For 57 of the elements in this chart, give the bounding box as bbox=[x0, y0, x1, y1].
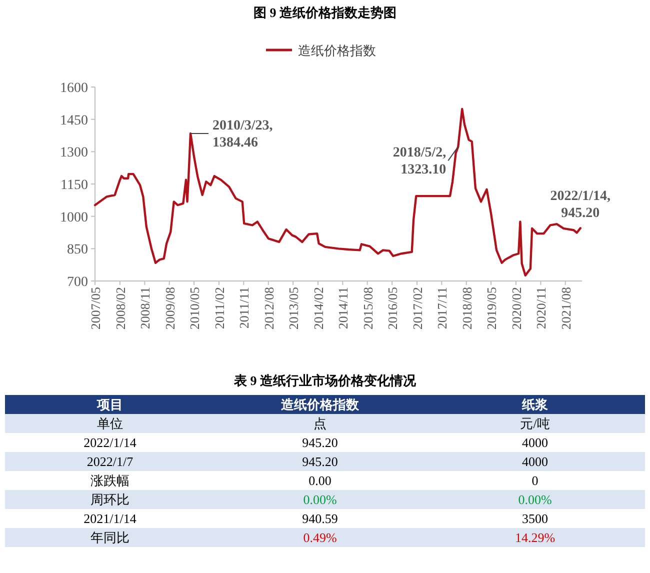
x-tick-label: 2012/08 bbox=[261, 287, 276, 330]
category-label: 项目 bbox=[96, 397, 123, 412]
category-label: 造纸价格指数 bbox=[280, 397, 360, 412]
chart-title: 图 9 造纸价格指数走势图 bbox=[254, 5, 396, 20]
text: 945.20 bbox=[302, 435, 338, 450]
x-tick-label: 2016/05 bbox=[385, 287, 400, 330]
text: 2022/1/14 bbox=[84, 435, 137, 450]
x-tick-label: 2011/02 bbox=[212, 287, 227, 330]
text: 0.00% bbox=[518, 492, 552, 507]
annotation: 2022/1/14, 945.20 bbox=[550, 189, 611, 222]
x-tick-label: 2018/08 bbox=[459, 287, 474, 330]
text: 0 bbox=[532, 473, 538, 488]
text: 4000 bbox=[522, 454, 548, 469]
x-tick-label: 2008/11 bbox=[138, 287, 153, 330]
text: 周环比 bbox=[90, 492, 130, 507]
x-tick-label: 2007/05 bbox=[88, 287, 103, 330]
text: 945.20 bbox=[302, 454, 338, 469]
category-label: 纸浆 bbox=[521, 397, 548, 412]
text: 涨跌幅 bbox=[90, 473, 130, 488]
x-tick-label: 2020/02 bbox=[508, 287, 524, 330]
y-tick-label: 850 bbox=[67, 242, 88, 258]
text: 0.49% bbox=[303, 530, 337, 545]
x-tick-label: 2015/08 bbox=[360, 287, 376, 330]
text: 14.29% bbox=[514, 530, 556, 545]
x-tick-label: 2020/11 bbox=[534, 287, 549, 330]
x-tick-label: 2009/08 bbox=[162, 287, 178, 330]
text: 2022/1/7 bbox=[86, 454, 134, 469]
x-tick-label: 2014/11 bbox=[336, 287, 351, 330]
text: 2021/1/14 bbox=[84, 511, 137, 526]
text: 点 bbox=[314, 416, 326, 431]
legend-label: 造纸价格指数 bbox=[298, 43, 376, 58]
x-tick-label: 2010/05 bbox=[187, 287, 202, 330]
text: 3500 bbox=[522, 511, 548, 526]
x-tick-label: 2017/02 bbox=[410, 287, 426, 330]
text: 表 9 造纸行业市场价格变化情况 bbox=[233, 373, 417, 388]
annotation: 2018/5/2, 1323.10 bbox=[392, 146, 446, 178]
text: 4000 bbox=[522, 435, 548, 450]
y-tick-label: 1600 bbox=[60, 81, 88, 96]
y-tick-label: 1450 bbox=[60, 113, 88, 128]
text: 0.00% bbox=[303, 492, 337, 507]
annotation: 2010/3/23, 1384.46 bbox=[212, 118, 273, 150]
x-tick-label: 2013/05 bbox=[286, 287, 302, 330]
y-tick-label: 1150 bbox=[60, 178, 88, 193]
x-tick-label: 2008/02 bbox=[112, 287, 128, 330]
text: 元/吨 bbox=[520, 416, 550, 431]
y-tick-label: 700 bbox=[67, 275, 88, 290]
text: 年同比 bbox=[90, 530, 130, 545]
x-tick-label: 2021/08 bbox=[558, 287, 574, 330]
text: 940.59 bbox=[302, 511, 338, 526]
x-tick-label: 2014/02 bbox=[310, 287, 326, 330]
y-tick-label: 1300 bbox=[60, 146, 88, 161]
y-tick-label: 1000 bbox=[60, 210, 88, 226]
text: 单位 bbox=[97, 416, 123, 431]
x-tick-label: 2011/11 bbox=[236, 287, 252, 329]
x-tick-label: 2019/05 bbox=[484, 287, 500, 330]
x-tick-label: 2017/11 bbox=[434, 287, 450, 330]
text: 0.00 bbox=[308, 473, 332, 488]
